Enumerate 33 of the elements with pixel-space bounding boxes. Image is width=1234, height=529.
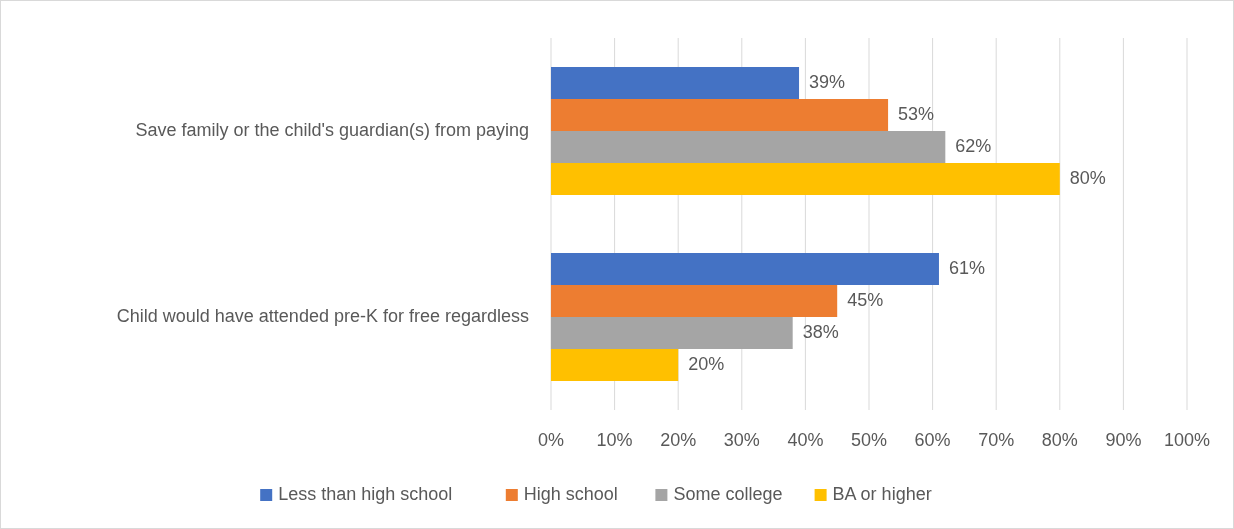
x-tick-label: 40% xyxy=(787,429,824,450)
legend-label: Some college xyxy=(673,483,783,504)
x-tick-label: 10% xyxy=(596,429,633,450)
y-tick-label: Save family or the child's guardian(s) from paying xyxy=(135,119,529,140)
data-label: 45% xyxy=(847,289,884,310)
x-tick-label: 20% xyxy=(660,429,697,450)
bar xyxy=(551,349,679,381)
x-tick-label: 60% xyxy=(914,429,951,450)
bar xyxy=(551,67,800,99)
data-label: 38% xyxy=(802,321,839,342)
legend-label: BA or higher xyxy=(832,483,932,504)
legend-label: High school xyxy=(523,483,618,504)
x-tick-label: 30% xyxy=(723,429,760,450)
x-tick-label: 70% xyxy=(978,429,1015,450)
x-tick-label: 100% xyxy=(1163,429,1211,450)
x-tick-label: 50% xyxy=(850,429,888,450)
bar xyxy=(551,99,889,131)
data-label: 62% xyxy=(955,135,992,156)
x-tick-label: 0% xyxy=(537,429,565,450)
bar xyxy=(551,131,946,163)
bar xyxy=(551,253,939,285)
data-label: 39% xyxy=(809,71,846,92)
legend-label: Less than high school xyxy=(278,483,453,504)
bar xyxy=(551,285,838,317)
x-tick-label: 80% xyxy=(1041,429,1078,450)
data-label: 53% xyxy=(898,103,935,124)
data-label: 20% xyxy=(688,353,725,374)
data-label: 61% xyxy=(948,257,985,278)
y-tick-label: Child would have attended pre-K for free regardless xyxy=(116,305,529,326)
bar xyxy=(551,163,1060,195)
bar xyxy=(551,317,793,349)
data-label: 80% xyxy=(1069,167,1106,188)
x-tick-label: 90% xyxy=(1105,429,1142,450)
